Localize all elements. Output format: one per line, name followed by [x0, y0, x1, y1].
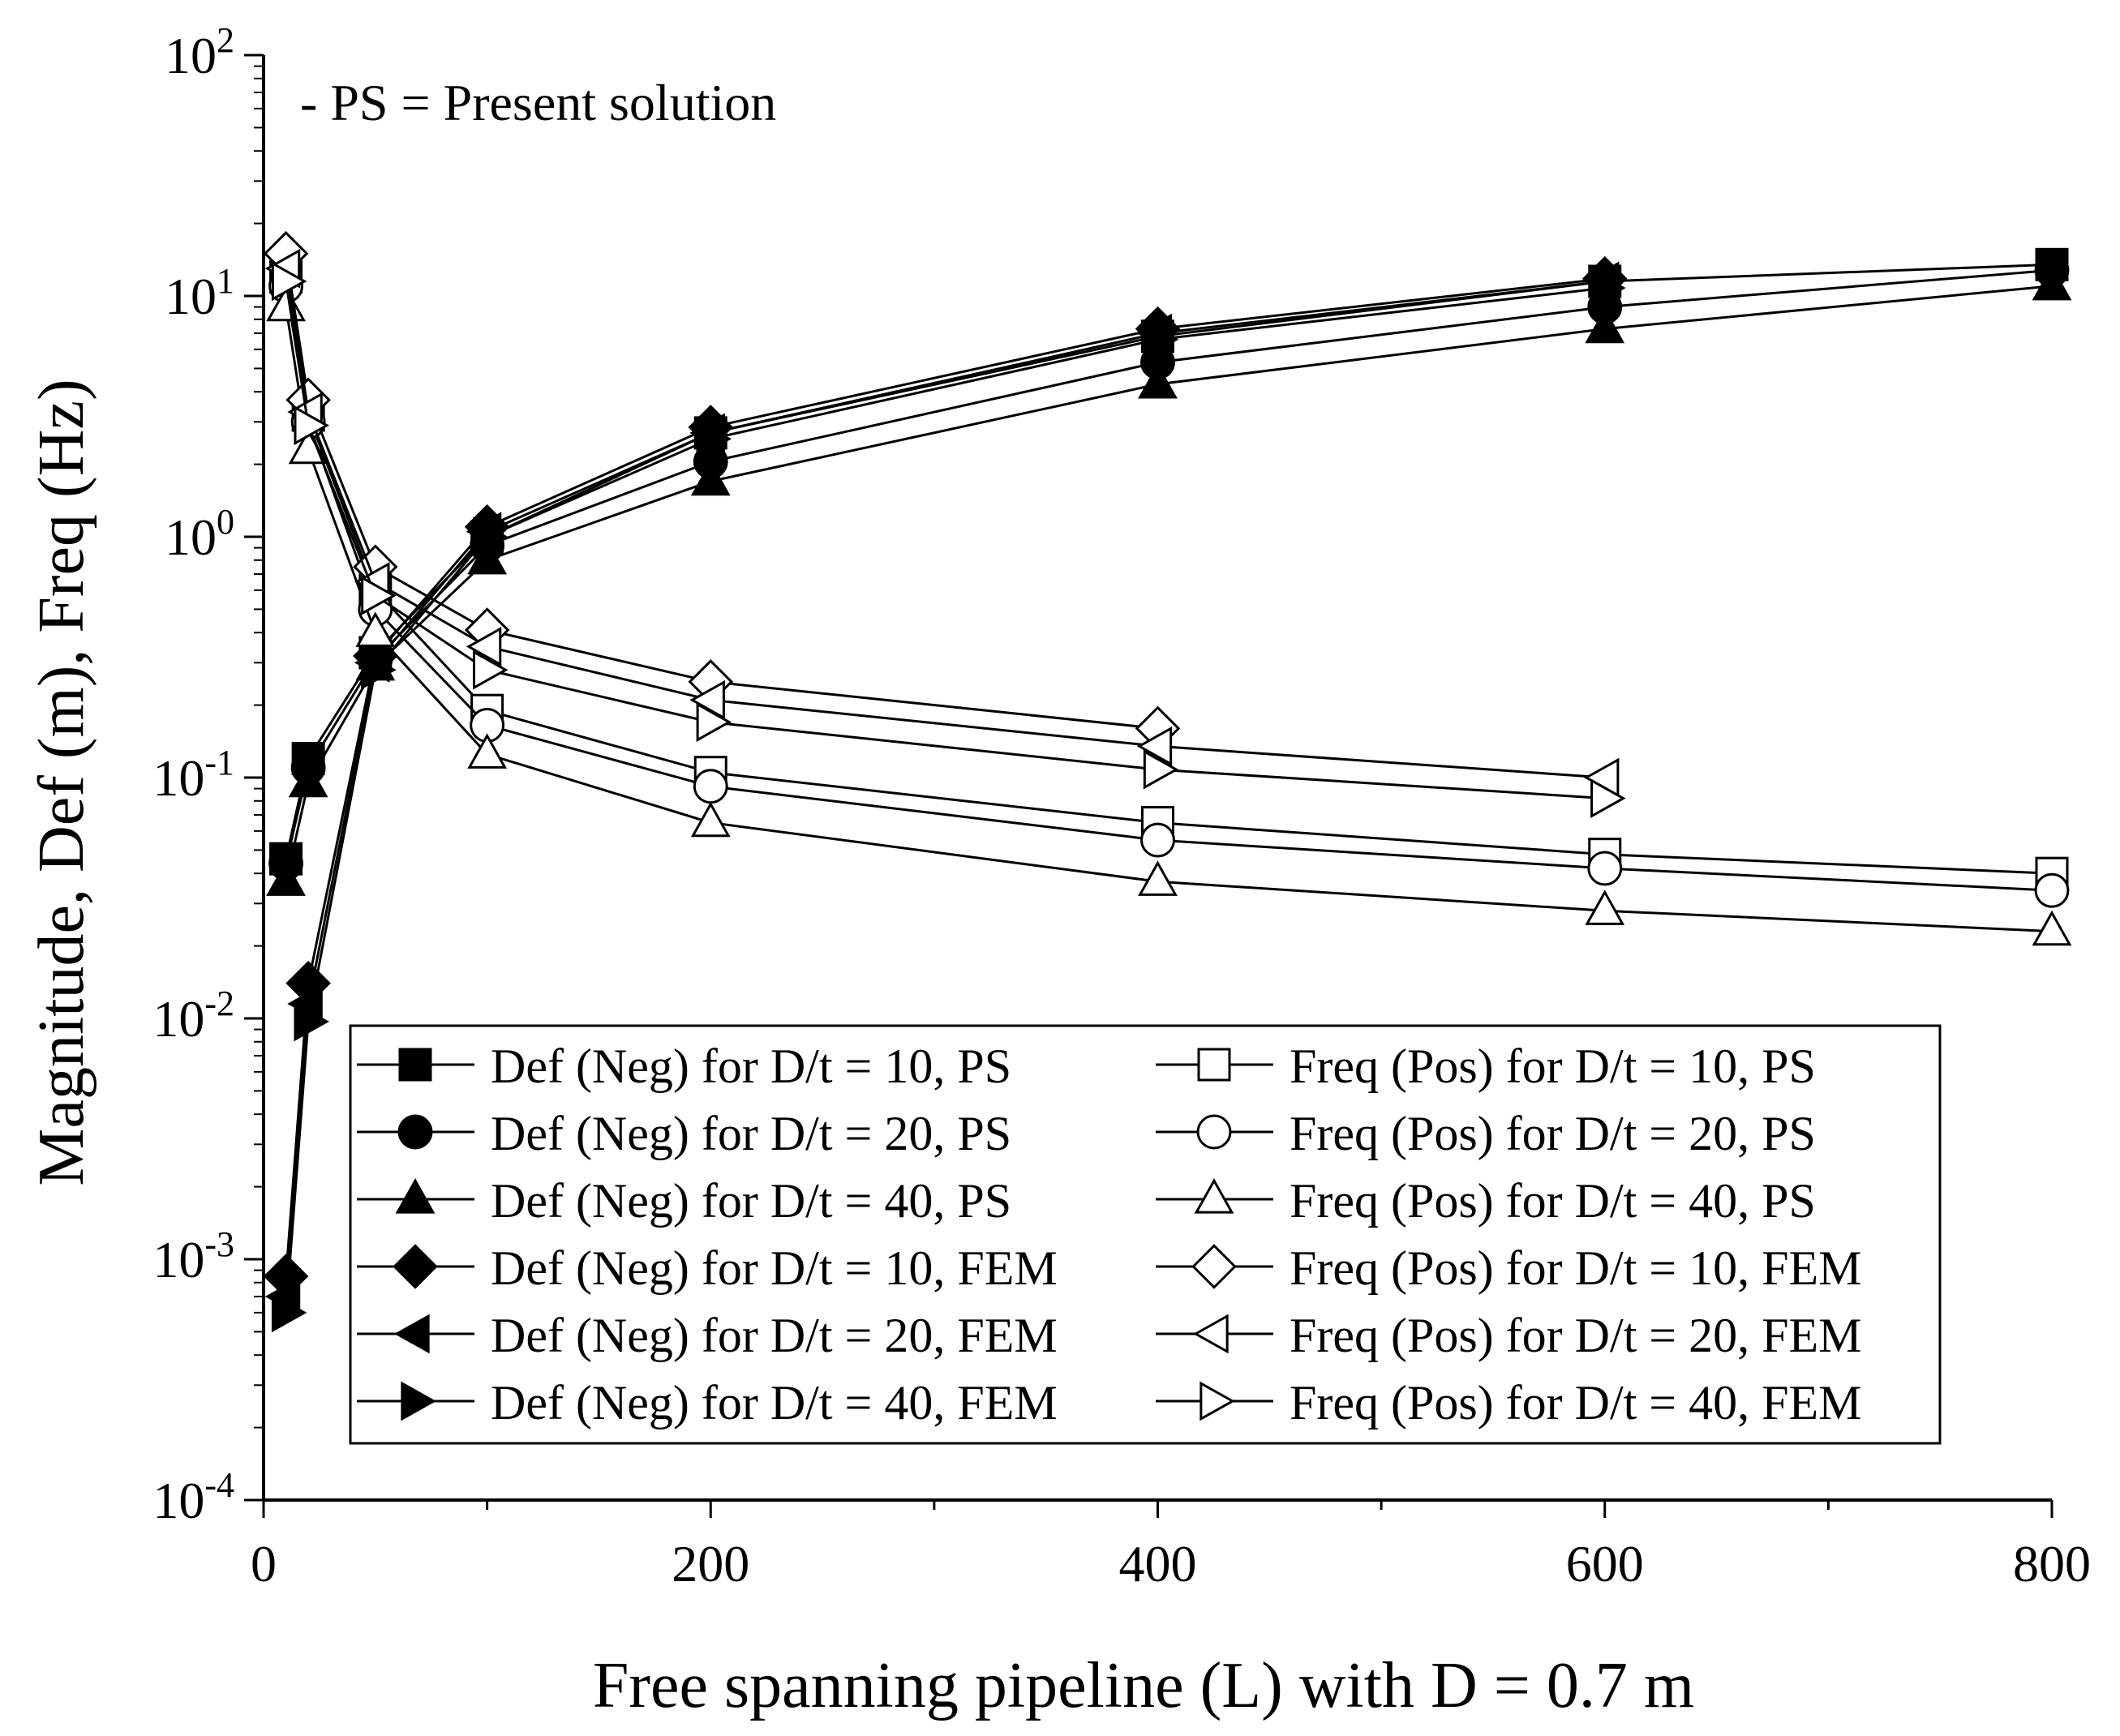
data-point: [472, 517, 509, 557]
data-point: [288, 761, 328, 798]
legend-label: Def (Neg) for D/t = 40, PS: [491, 1174, 1011, 1228]
y-tick-label: 10-2: [152, 984, 234, 1048]
legend-label: Def (Neg) for D/t = 10, FEM: [491, 1241, 1058, 1295]
data-point: [1143, 319, 1179, 360]
legend-item: Def (Neg) for D/t = 40, FEM: [357, 1376, 1058, 1430]
data-point: [1585, 307, 1625, 344]
legend-marker: [394, 1314, 430, 1354]
x-axis-title: Free spanning pipeline (L) with D = 0.7 …: [593, 1650, 1694, 1721]
legend-item: Freq (Pos) for D/t = 10, PS: [1156, 1039, 1816, 1093]
legend-item: Freq (Pos) for D/t = 40, PS: [1156, 1174, 1816, 1228]
legend-label: Def (Neg) for D/t = 40, FEM: [491, 1376, 1058, 1430]
legend-marker: [393, 1244, 438, 1289]
series-12: [271, 261, 1626, 819]
legend-item: Freq (Pos) for D/t = 40, FEM: [1156, 1376, 1862, 1430]
y-axis-title: Magnitude, Def (m), Freq (Hz): [26, 379, 97, 1185]
data-point: [690, 801, 731, 838]
y-tick-label: 10-3: [152, 1224, 234, 1288]
annotation-text: - PS = Present solution: [300, 74, 776, 131]
x-tick-label: 400: [1119, 1535, 1197, 1592]
data-point: [266, 860, 306, 896]
data-point: [361, 576, 397, 615]
legend-item: Freq (Pos) for D/t = 10, FEM: [1156, 1241, 1862, 1295]
series-9: [266, 285, 2072, 946]
y-tick-label: 10-1: [152, 743, 234, 807]
data-point: [361, 649, 397, 690]
legend-marker: [1194, 1178, 1234, 1214]
legend-item: Def (Neg) for D/t = 10, PS: [357, 1039, 1011, 1093]
data-point: [1138, 860, 1178, 896]
data-point: [690, 460, 731, 496]
legend-label: Freq (Pos) for D/t = 20, PS: [1290, 1107, 1816, 1160]
legend-marker: [398, 1048, 432, 1082]
data-point: [467, 733, 508, 769]
legend-item: Freq (Pos) for D/t = 20, PS: [1156, 1107, 1816, 1160]
data-point: [1590, 268, 1626, 308]
series-layer: [263, 230, 2072, 1333]
x-tick-label: 600: [1566, 1535, 1644, 1592]
data-point: [696, 702, 732, 742]
legend-marker: [1191, 1244, 1237, 1289]
y-tick-label: 102: [165, 20, 234, 84]
data-point: [2032, 910, 2072, 946]
data-point: [294, 405, 329, 446]
data-point: [271, 261, 307, 302]
legend-label: Freq (Pos) for D/t = 40, PS: [1290, 1174, 1816, 1228]
legend-label: Freq (Pos) for D/t = 20, FEM: [1290, 1309, 1862, 1362]
legend: Def (Neg) for D/t = 10, PS Def (Neg) for …: [349, 1024, 1942, 1445]
legend-marker: [1193, 1314, 1229, 1354]
legend-item: Def (Neg) for D/t = 20, PS: [357, 1107, 1011, 1160]
data-point: [472, 649, 509, 690]
legend-marker: [395, 1178, 436, 1214]
legend-label: Def (Neg) for D/t = 20, PS: [491, 1107, 1011, 1160]
series-line: [285, 285, 2053, 892]
data-point: [1140, 822, 1175, 858]
data-point: [1138, 362, 1178, 399]
x-tick-label: 200: [672, 1535, 749, 1592]
series-line: [285, 253, 1158, 730]
data-point: [1136, 726, 1173, 766]
data-point: [2034, 872, 2070, 908]
series-line: [285, 285, 2053, 882]
legend-label: Freq (Pos) for D/t = 10, PS: [1290, 1039, 1816, 1093]
data-point: [271, 1292, 307, 1333]
y-tick-label: 100: [165, 502, 234, 566]
legend-label: Freq (Pos) for D/t = 40, FEM: [1290, 1376, 1862, 1430]
data-point: [1585, 889, 1625, 925]
series-6: [271, 268, 1626, 1333]
data-point: [1587, 851, 1623, 886]
series-line: [285, 268, 2053, 864]
legend-label: Def (Neg) for D/t = 10, PS: [491, 1039, 1011, 1093]
data-point: [696, 418, 732, 459]
legend-marker: [1196, 1114, 1232, 1150]
axes: 0 200 400 600 800 10-4 10-3 10-2 10-1 100 101 102: [152, 20, 2091, 1592]
legend-box: [349, 1024, 1942, 1445]
data-point: [693, 769, 728, 804]
legend-marker: [401, 1381, 436, 1421]
y-tick-label: 101: [165, 261, 234, 325]
legend-label: Freq (Pos) for D/t = 10, FEM: [1290, 1241, 1862, 1295]
data-point: [2032, 264, 2072, 301]
legend-marker: [1199, 1381, 1235, 1421]
y-tick-label: 10-4: [152, 1465, 234, 1529]
series-line: [285, 306, 2053, 933]
legend-label: Def (Neg) for D/t = 20, FEM: [491, 1309, 1058, 1362]
legend-item: Def (Neg) for D/t = 10, FEM: [357, 1241, 1058, 1295]
legend-item: Def (Neg) for D/t = 20, FEM: [357, 1309, 1058, 1362]
legend-marker: [397, 1114, 433, 1150]
legend-marker: [1197, 1048, 1231, 1082]
data-point: [294, 1001, 329, 1042]
series-line: [285, 276, 2053, 875]
x-tick-label: 0: [251, 1535, 277, 1592]
data-point: [466, 627, 502, 667]
x-tick-label: 800: [2013, 1535, 2091, 1592]
data-point: [1590, 778, 1626, 819]
data-point: [1143, 749, 1179, 790]
legend-item: Def (Neg) for D/t = 40, PS: [357, 1174, 1011, 1228]
data-point: [467, 538, 508, 575]
legend-item: Freq (Pos) for D/t = 20, FEM: [1156, 1309, 1862, 1362]
data-point: [355, 611, 396, 647]
